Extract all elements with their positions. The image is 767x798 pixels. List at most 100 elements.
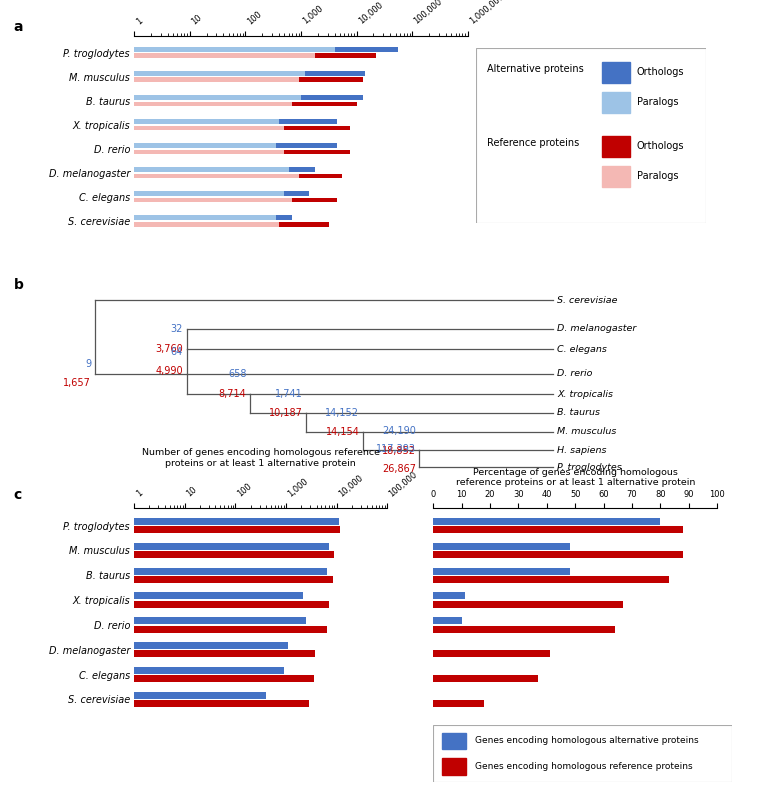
Text: M. musculus: M. musculus [557,427,617,437]
Bar [134,222,329,227]
Bar [134,617,306,624]
Text: D. rerio: D. rerio [557,369,592,378]
Bar [433,592,465,599]
Text: B. taurus: B. taurus [557,409,600,417]
Text: 658: 658 [228,369,246,379]
Bar [134,53,376,58]
Bar [134,518,339,525]
Bar [433,626,615,633]
Bar [134,667,284,674]
Bar [134,71,365,76]
Text: Genes encoding homologous alternative proteins: Genes encoding homologous alternative pr… [476,737,699,745]
Text: Paralogs: Paralogs [637,97,678,107]
Bar [134,101,292,106]
Text: 26,867: 26,867 [382,464,416,473]
Bar [134,527,340,533]
Bar [134,168,288,172]
Text: 4,990: 4,990 [156,366,183,376]
Bar [433,601,624,608]
Bar [433,567,570,575]
Bar [134,174,298,179]
Text: S. cerevisiae: S. cerevisiae [557,296,617,305]
Bar [134,675,314,682]
Bar [433,551,683,558]
Bar [134,215,292,220]
Bar [134,47,334,52]
Bar [433,518,660,525]
Bar [134,125,285,130]
Bar [134,144,337,148]
Bar [134,125,350,130]
Bar [602,136,630,156]
Bar [134,174,342,179]
Text: Genes encoding homologous reference proteins: Genes encoding homologous reference prot… [476,762,693,771]
Bar [134,149,285,154]
Bar [433,543,570,550]
Bar [602,62,630,83]
Text: 10,187: 10,187 [269,409,303,418]
Bar [134,77,363,82]
Text: 117,393: 117,393 [376,444,416,454]
Text: 1,741: 1,741 [275,389,303,399]
Bar [433,576,669,583]
Text: X. tropicalis: X. tropicalis [557,389,613,399]
Text: b: b [14,278,24,292]
Bar [134,53,315,58]
Text: Orthologs: Orthologs [637,68,684,77]
Text: D. melanogaster: D. melanogaster [557,324,637,333]
Bar [134,692,266,698]
Bar [134,626,328,633]
Text: C. elegans: C. elegans [557,345,607,354]
Bar [433,617,462,624]
Text: Paralogs: Paralogs [637,171,678,181]
Text: Orthologs: Orthologs [637,141,684,151]
Text: Alternative proteins: Alternative proteins [487,64,584,74]
Text: 14,152: 14,152 [325,408,360,417]
Bar [443,733,466,749]
Bar [134,567,328,575]
Bar [134,551,334,558]
Text: Reference proteins: Reference proteins [487,138,579,148]
Text: 1,657: 1,657 [64,378,91,389]
Bar [134,215,276,220]
Text: 14,154: 14,154 [325,427,360,437]
Bar [134,101,357,106]
Bar [134,77,298,82]
Bar [134,192,285,196]
Bar [134,168,315,172]
Text: P. troglodytes: P. troglodytes [557,463,622,472]
Text: 18,852: 18,852 [382,446,416,456]
Bar [134,149,350,154]
Bar [134,650,315,658]
Text: 64: 64 [171,346,183,357]
Text: H. sapiens: H. sapiens [557,446,607,455]
Bar [134,642,288,649]
Text: 8,714: 8,714 [219,389,246,398]
Bar [443,758,466,775]
Bar [602,165,630,187]
Bar [433,700,485,707]
Bar [134,71,305,76]
Bar [134,47,398,52]
Text: 9: 9 [85,359,91,369]
X-axis label: Number of genes encoding homologous reference
proteins or at least 1 alternative: Number of genes encoding homologous refe… [142,448,380,468]
Bar [134,222,279,227]
Bar [134,592,304,599]
Text: 32: 32 [170,324,183,334]
Bar [602,92,630,113]
Bar [433,527,683,533]
Bar [134,601,329,608]
Bar [134,95,363,100]
Bar [134,120,279,124]
Bar [134,700,309,707]
Bar [433,650,550,658]
Text: a: a [14,20,23,34]
Text: c: c [14,488,22,503]
Bar [134,120,337,124]
Bar [134,95,301,100]
Bar [134,543,329,550]
Text: 3,760: 3,760 [155,343,183,354]
Bar [134,198,337,203]
Bar [134,198,292,203]
Bar [134,144,276,148]
